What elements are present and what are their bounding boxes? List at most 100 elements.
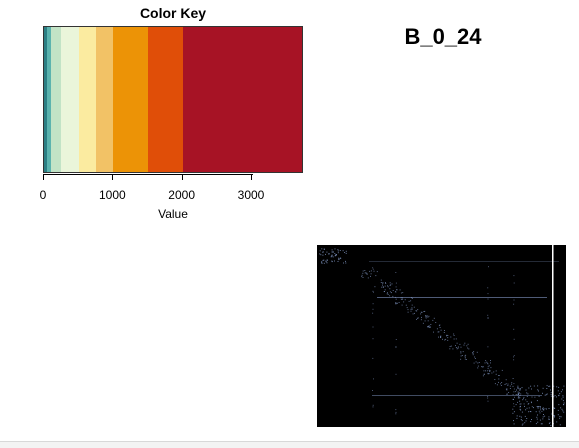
- heatmap-cell: [372, 290, 374, 292]
- heatmap-cell: [326, 259, 328, 261]
- heatmap-cell: [486, 370, 488, 372]
- heatmap-cell: [513, 303, 515, 305]
- heatmap-cell: [331, 261, 333, 263]
- heatmap-cell: [494, 383, 496, 385]
- heatmap-cell: [420, 319, 422, 321]
- heatmap-cell: [411, 304, 413, 306]
- heatmap-cell: [439, 327, 441, 328]
- heatmap-cell: [473, 351, 475, 353]
- heatmap-cell: [516, 389, 517, 391]
- heatmap-cell: [539, 406, 541, 408]
- heatmap-cell: [395, 296, 396, 298]
- heatmap-cell: [530, 401, 532, 403]
- heatmap-cell: [517, 393, 519, 395]
- heatmap-cell: [337, 252, 339, 254]
- heatmap-cell: [546, 408, 547, 410]
- heatmap-cell: [449, 348, 451, 350]
- heatmap-cell: [531, 388, 532, 390]
- heatmap-cell: [408, 300, 410, 302]
- heatmap-cell: [498, 375, 500, 376]
- heatmap-cell: [519, 415, 521, 417]
- heatmap-cell: [562, 395, 564, 397]
- heatmap-cell: [392, 295, 394, 297]
- heatmap-cell: [519, 403, 521, 405]
- heatmap-cell: [387, 293, 389, 295]
- heatmap-cell: [417, 317, 419, 319]
- heatmap-cell: [460, 355, 462, 357]
- heatmap-cell: [457, 347, 459, 349]
- heatmap-cell: [538, 395, 540, 397]
- heatmap-cell: [537, 421, 539, 423]
- heatmap-cell: [381, 286, 383, 288]
- heatmap-cell: [335, 254, 337, 255]
- heatmap-cell: [477, 362, 479, 364]
- heatmap-cell: [447, 337, 449, 339]
- heatmap-cell: [343, 262, 344, 264]
- heatmap-cell: [559, 393, 561, 395]
- heatmap-cell: [370, 273, 372, 275]
- heatmap-cell: [319, 253, 321, 255]
- heatmap-cell: [362, 277, 364, 278]
- heatmap-cell: [485, 370, 486, 372]
- heatmap-cell: [328, 253, 330, 255]
- heatmap-cell: [490, 360, 491, 361]
- heatmap-cell: [415, 310, 417, 312]
- heatmap-cell: [519, 408, 521, 410]
- heatmap-cell: [461, 355, 463, 356]
- heatmap-cell: [550, 395, 552, 397]
- heatmap-cell: [520, 388, 521, 390]
- heatmap-cell: [561, 398, 563, 400]
- heatmap-cell: [559, 417, 561, 419]
- heatmap-cell: [320, 254, 322, 256]
- heatmap-cell: [323, 259, 325, 261]
- heatmap-cell: [531, 402, 532, 404]
- heatmap-cell: [389, 282, 391, 284]
- heatmap-cell: [527, 393, 529, 395]
- heatmap-cell: [554, 395, 556, 396]
- heatmap-cell: [429, 326, 431, 328]
- heatmap-cell: [436, 328, 438, 330]
- heatmap-cell: [508, 392, 510, 393]
- heatmap-cell: [540, 409, 542, 411]
- heatmap-cell: [505, 383, 507, 385]
- heatmap-cell: [518, 397, 520, 399]
- heatmap-cell: [512, 378, 514, 379]
- heatmap-cell: [528, 403, 530, 404]
- heatmap-cell: [513, 411, 515, 413]
- heatmap-cell: [511, 383, 513, 385]
- heatmap-cell: [425, 315, 427, 317]
- heatmap-cell: [525, 399, 527, 401]
- heatmap-cell: [487, 293, 489, 295]
- heatmap-cell: [440, 335, 442, 337]
- heatmap-cell: [520, 419, 522, 420]
- heatmap-cell: [490, 362, 491, 364]
- heatmap-cell: [321, 262, 323, 264]
- heatmap-cell: [438, 336, 439, 338]
- heatmap-cell: [534, 396, 536, 398]
- heatmap-cell: [505, 379, 507, 381]
- color-key-tick: [181, 174, 183, 180]
- heatmap-cell: [455, 338, 457, 340]
- heatmap-cell: [457, 346, 459, 348]
- heatmap-cell: [382, 286, 384, 288]
- heatmap-cell: [438, 331, 440, 333]
- heatmap-cell: [334, 255, 336, 257]
- heatmap-cell: [395, 286, 397, 288]
- heatmap-cell: [425, 315, 427, 316]
- heatmap-cell: [537, 406, 539, 408]
- color-key-xlabel: Value: [158, 207, 188, 221]
- heatmap-cell: [538, 390, 539, 392]
- heatmap-cell: [500, 383, 502, 385]
- heatmap-cell: [322, 254, 324, 256]
- heatmap-cell: [321, 261, 323, 263]
- heatmap-cell: [548, 416, 550, 418]
- color-key-swatch: [96, 27, 114, 172]
- heatmap-cell: [555, 396, 557, 398]
- heatmap-cell: [391, 283, 393, 285]
- heatmap-cell: [428, 315, 430, 317]
- heatmap-cell: [410, 308, 412, 310]
- color-key-tick-label: 2000: [168, 188, 195, 202]
- heatmap-cell: [468, 348, 470, 350]
- heatmap-cell: [504, 384, 506, 385]
- heatmap-cell: [544, 408, 546, 410]
